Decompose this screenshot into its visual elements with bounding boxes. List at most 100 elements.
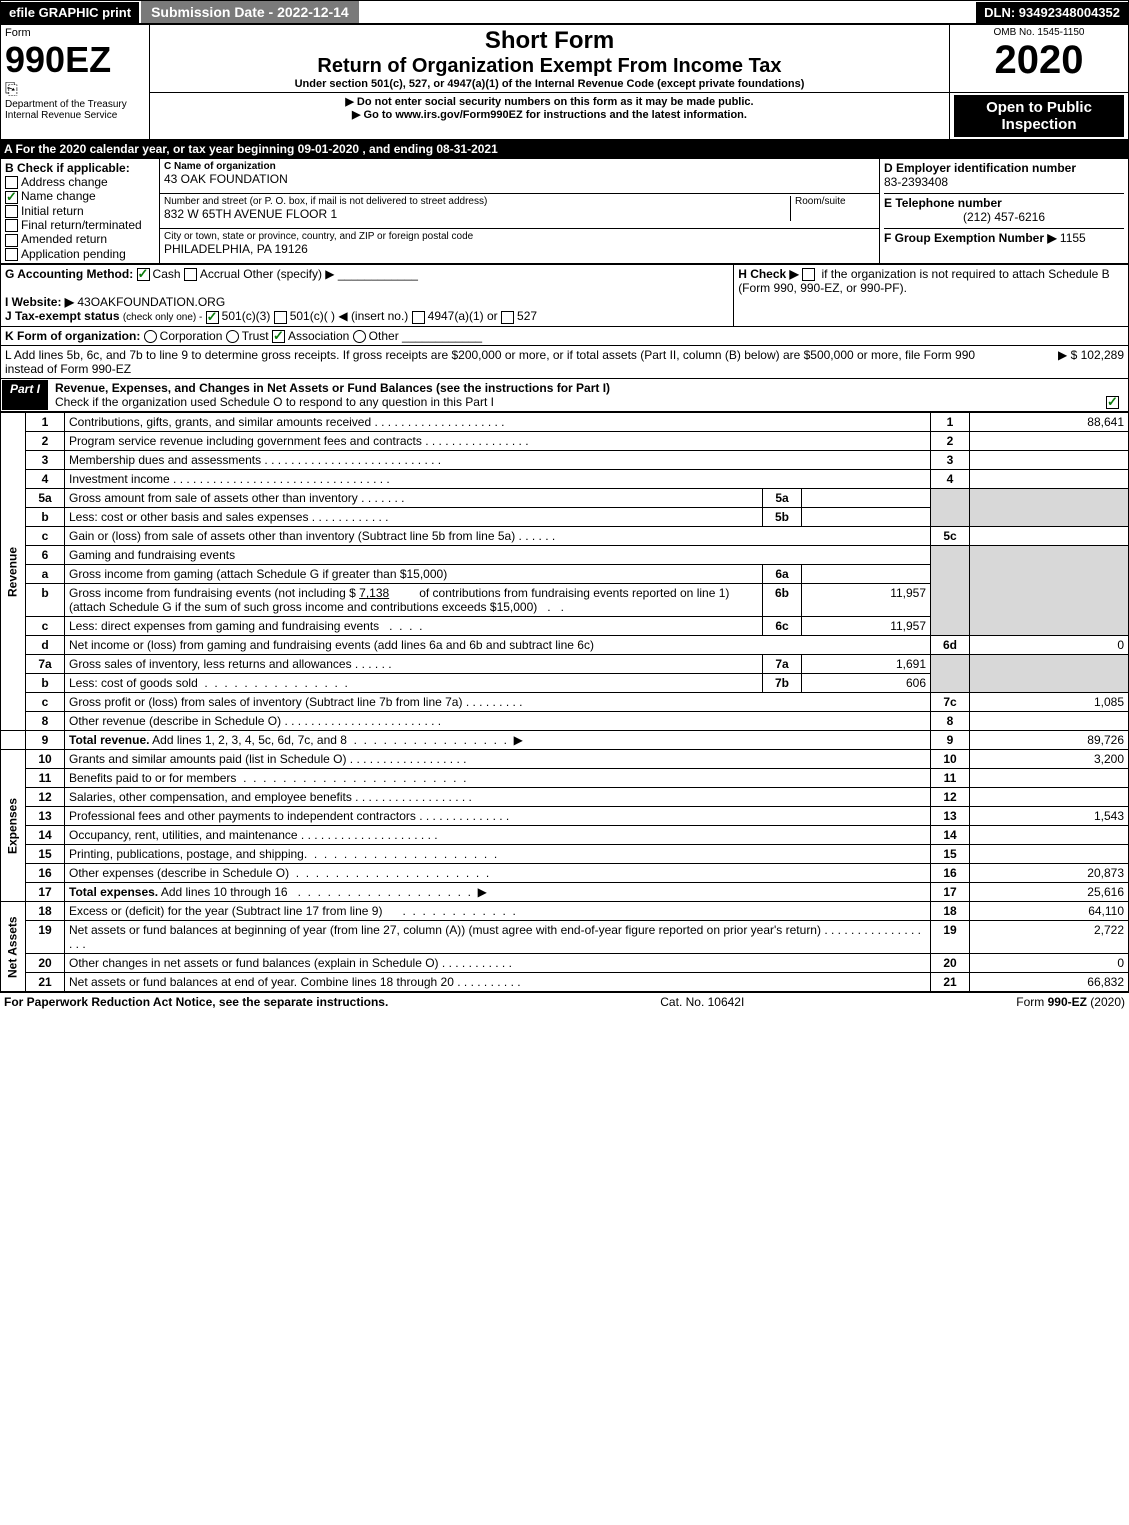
omb-number: OMB No. 1545-1150 xyxy=(954,27,1124,38)
line-desc: Benefits paid to or for members . . . . … xyxy=(65,769,931,788)
line-amount: 2,722 xyxy=(970,921,1129,954)
line-num: 20 xyxy=(26,954,65,973)
irs-label: Internal Revenue Service xyxy=(5,110,145,121)
initial-return-check[interactable]: Initial return xyxy=(5,204,155,218)
line-num: 16 xyxy=(26,864,65,883)
pending-check[interactable]: Application pending xyxy=(5,247,155,261)
box-d-label: D Employer identification number xyxy=(884,161,1076,175)
return-title: Return of Organization Exempt From Incom… xyxy=(154,55,945,78)
ssn-note: ▶ Do not enter social security numbers o… xyxy=(154,95,945,108)
line-num: d xyxy=(26,636,65,655)
amended-check[interactable]: Amended return xyxy=(5,232,155,246)
line-key: 7c xyxy=(931,693,970,712)
line-amount: 88,641 xyxy=(970,413,1129,432)
submission-date: Submission Date - 2022-12-14 xyxy=(141,1,359,23)
other-method[interactable]: Other (specify) ▶ xyxy=(243,267,334,281)
line-desc: Less: direct expenses from gaming and fu… xyxy=(65,617,763,636)
line-num: 21 xyxy=(26,973,65,992)
line-desc: Other expenses (describe in Schedule O) … xyxy=(65,864,931,883)
line-amount xyxy=(970,826,1129,845)
line-amount: 0 xyxy=(970,954,1129,973)
line-num: 6 xyxy=(26,546,65,565)
accrual-check[interactable]: Accrual xyxy=(184,267,240,281)
line-desc: Other changes in net assets or fund bala… xyxy=(65,954,931,973)
line-num: 2 xyxy=(26,432,65,451)
line-key: 21 xyxy=(931,973,970,992)
line-num: c xyxy=(26,527,65,546)
line-amount: 66,832 xyxy=(970,973,1129,992)
line-amount xyxy=(970,451,1129,470)
goto-link[interactable]: ▶ Go to www.irs.gov/Form990EZ for instru… xyxy=(154,108,945,121)
line-num: b xyxy=(26,508,65,527)
schedule-b-check[interactable] xyxy=(802,267,818,281)
line-key: 13 xyxy=(931,807,970,826)
final-return-check[interactable]: Final return/terminated xyxy=(5,218,155,232)
cash-check[interactable]: Cash xyxy=(137,267,181,281)
line-num: 8 xyxy=(26,712,65,731)
501c3-check[interactable]: 501(c)(3) xyxy=(206,309,271,323)
line-num: 5a xyxy=(26,489,65,508)
line-num: c xyxy=(26,693,65,712)
sub-amount: 606 xyxy=(802,674,931,693)
line-key: 5c xyxy=(931,527,970,546)
part-i-title: Revenue, Expenses, and Changes in Net As… xyxy=(55,381,610,395)
room-label: Room/suite xyxy=(795,196,875,207)
line-desc: Membership dues and assessments . . . . … xyxy=(65,451,931,470)
assoc-check[interactable]: Association xyxy=(272,329,349,343)
line-desc: Net income or (loss) from gaming and fun… xyxy=(65,636,931,655)
sub-amount: 1,691 xyxy=(802,655,931,674)
line-desc: Net assets or fund balances at end of ye… xyxy=(65,973,931,992)
line-desc: Grants and similar amounts paid (list in… xyxy=(65,750,931,769)
line-key: 6d xyxy=(931,636,970,655)
part-i-label: Part I xyxy=(1,379,49,411)
schedule-o-check[interactable] xyxy=(1106,395,1122,409)
sub-key: 5b xyxy=(763,508,802,527)
sub-key: 7a xyxy=(763,655,802,674)
name-change-check[interactable]: Name change xyxy=(5,189,155,203)
website[interactable]: 43OAKFOUNDATION.ORG xyxy=(77,295,225,309)
line-num: 11 xyxy=(26,769,65,788)
sub-amount xyxy=(802,508,931,527)
line-desc: Gain or (loss) from sale of assets other… xyxy=(65,527,931,546)
page-footer: For Paperwork Reduction Act Notice, see … xyxy=(0,992,1129,1011)
line-desc: Occupancy, rent, utilities, and maintena… xyxy=(65,826,931,845)
line-desc: Gross income from fundraising events (no… xyxy=(65,584,763,617)
line-amount xyxy=(970,712,1129,731)
address-change-check[interactable]: Address change xyxy=(5,175,155,189)
line-key: 9 xyxy=(931,731,970,750)
box-g-label: G Accounting Method: xyxy=(5,267,133,281)
line-num: b xyxy=(26,674,65,693)
line-amount xyxy=(970,432,1129,451)
line-num: 18 xyxy=(26,902,65,921)
4947-check[interactable]: 4947(a)(1) or xyxy=(412,309,498,323)
line-desc: Total revenue. Total revenue. Add lines … xyxy=(65,731,931,750)
line-desc: Other revenue (describe in Schedule O) .… xyxy=(65,712,931,731)
under-section: Under section 501(c), 527, or 4947(a)(1)… xyxy=(154,78,945,90)
box-k: K Form of organization: Corporation Trus… xyxy=(0,327,1129,346)
line-num: 19 xyxy=(26,921,65,954)
street-label: Number and street (or P. O. box, if mail… xyxy=(164,196,790,207)
form-label: Form xyxy=(5,27,145,39)
line-amount: 25,616 xyxy=(970,883,1129,902)
527-check[interactable]: 527 xyxy=(501,309,537,323)
line-key: 11 xyxy=(931,769,970,788)
org-name: 43 OAK FOUNDATION xyxy=(164,172,875,186)
line-key: 1 xyxy=(931,413,970,432)
line-key: 19 xyxy=(931,921,970,954)
other-org-check[interactable]: Other xyxy=(353,329,399,343)
line-num: 15 xyxy=(26,845,65,864)
line-desc: Professional fees and other payments to … xyxy=(65,807,931,826)
short-form-title: Short Form xyxy=(154,27,945,55)
line-num: 17 xyxy=(26,883,65,902)
efile-print-button[interactable]: efile GRAPHIC print xyxy=(1,2,141,23)
line-amount xyxy=(970,769,1129,788)
form-reference: Form 990-EZ (2020) xyxy=(1016,995,1125,1009)
expenses-label: Expenses xyxy=(1,750,26,902)
501c-check[interactable]: 501(c)( ) ◀ (insert no.) xyxy=(274,309,409,323)
line-desc: Printing, publications, postage, and shi… xyxy=(65,845,931,864)
trust-check[interactable]: Trust xyxy=(226,329,269,343)
line-desc: Gross amount from sale of assets other t… xyxy=(65,489,763,508)
sub-amount: 11,957 xyxy=(802,584,931,617)
corp-check[interactable]: Corporation xyxy=(144,329,223,343)
sub-key: 5a xyxy=(763,489,802,508)
